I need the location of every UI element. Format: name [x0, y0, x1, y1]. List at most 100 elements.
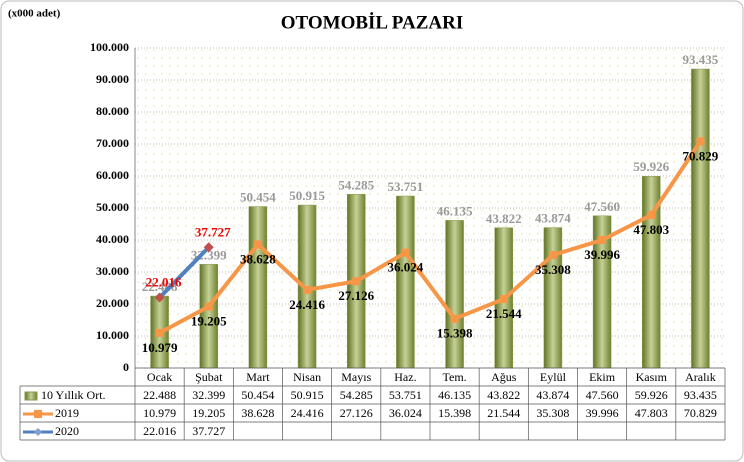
- x-tick-label: Kasım: [636, 370, 668, 384]
- x-tick-label: Mart: [246, 370, 270, 384]
- y-tick-label: 60.000: [96, 168, 129, 182]
- y-tick-label: 30.000: [96, 264, 129, 278]
- table-cell: 50.915: [291, 388, 324, 402]
- marker: [548, 251, 557, 260]
- y-tick-label: 20.000: [96, 296, 129, 310]
- bar-value-label: 47.560: [584, 199, 620, 214]
- table-cell: 47.803: [635, 406, 668, 420]
- x-tick-label: Aralık: [685, 370, 716, 384]
- bar: [248, 206, 268, 369]
- line-value-label: 39.996: [584, 247, 620, 262]
- table-cell: 24.416: [291, 406, 324, 420]
- bar-value-label: 93.435: [683, 52, 719, 67]
- y-tick-label: 70.000: [96, 136, 129, 150]
- line: [158, 245, 211, 299]
- x-tick-label: Şubat: [195, 370, 223, 384]
- chart-title: OTOMOBİL PAZARI: [281, 12, 463, 33]
- table-cell: 39.996: [586, 406, 619, 420]
- y-tick-label: 40.000: [96, 232, 129, 246]
- line-value-label: 35.308: [535, 262, 571, 277]
- table-cell: 43.874: [536, 388, 569, 402]
- table-cell: 46.135: [438, 388, 471, 402]
- table-cell: 53.751: [389, 388, 422, 402]
- legend-swatch: [34, 428, 42, 436]
- line-value-label: 70.829: [683, 148, 719, 163]
- table-cell: 27.126: [340, 406, 373, 420]
- marker: [696, 137, 705, 146]
- bar: [691, 68, 710, 369]
- bar-value-label: 50.915: [289, 188, 325, 203]
- bar-value-label: 43.822: [486, 211, 522, 226]
- table-cell: 22.488: [143, 388, 176, 402]
- legend-swatch: [24, 391, 38, 401]
- legend-label: 2020: [55, 424, 79, 438]
- line-value-label: 19.205: [191, 314, 227, 329]
- bar-value-label: 43.874: [535, 211, 571, 226]
- table-cell: 19.205: [192, 406, 225, 420]
- x-tick-label: Haz.: [394, 370, 416, 384]
- line-value-label: 38.628: [240, 251, 276, 266]
- bar: [396, 195, 415, 369]
- table-cell: 50.454: [241, 388, 274, 402]
- x-tick-label: Ekim: [589, 370, 616, 384]
- table-cell: 15.398: [438, 406, 471, 420]
- table-cell: 32.399: [192, 388, 225, 402]
- x-tick-label: Mayıs: [341, 370, 371, 384]
- y-tick-label: 10.000: [96, 328, 129, 342]
- bar: [543, 227, 563, 369]
- x-tick-label: Ağus: [491, 370, 517, 384]
- marker: [154, 292, 165, 303]
- marker: [253, 240, 262, 249]
- table-cell: 47.560: [586, 388, 619, 402]
- table-cell: 38.628: [241, 406, 274, 420]
- y-tick-label: 100.000: [90, 40, 129, 54]
- line-value-label: 10.979: [142, 340, 178, 355]
- y-tick-label: 80.000: [96, 104, 129, 118]
- table-cell: 37.727: [192, 424, 225, 438]
- marker: [203, 242, 214, 253]
- line-value-label: 15.398: [437, 326, 473, 341]
- line-value-label: 37.727: [195, 224, 231, 239]
- y-tick-label: 90.000: [96, 72, 129, 86]
- table-cell: 10.979: [143, 406, 176, 420]
- line: [158, 140, 703, 335]
- marker: [352, 277, 361, 286]
- table-cell: 54.285: [340, 388, 373, 402]
- bar-value-label: 50.454: [240, 190, 276, 205]
- legend-swatch: [34, 410, 42, 418]
- table-cell: 70.829: [684, 406, 717, 420]
- bar-value-label: 46.135: [437, 203, 473, 218]
- table-cell: 59.926: [635, 388, 668, 402]
- table-cell: 22.016: [143, 424, 176, 438]
- line-value-label: 27.126: [338, 288, 374, 303]
- table-cell: 93.435: [684, 388, 717, 402]
- bar-value-label: 59.926: [633, 159, 669, 174]
- table-cell: 43.822: [487, 388, 520, 402]
- x-tick-label: Nisan: [293, 370, 321, 384]
- bar: [445, 220, 464, 369]
- marker: [647, 211, 656, 220]
- table-cell: 35.308: [536, 406, 569, 420]
- line-value-label: 22.016: [146, 275, 182, 290]
- marker: [401, 248, 410, 257]
- x-tick-label: Eylül: [540, 370, 567, 384]
- line-value-label: 21.544: [486, 306, 522, 321]
- line-value-label: 47.803: [633, 222, 669, 237]
- bar-value-label: 53.751: [388, 179, 424, 194]
- marker: [450, 314, 459, 323]
- bar-value-label: 54.285: [338, 177, 374, 192]
- marker: [155, 328, 164, 337]
- line-value-label: 24.416: [289, 297, 325, 312]
- line-value-label: 36.024: [388, 260, 424, 275]
- x-tick-label: Tem.: [443, 370, 467, 384]
- y-tick-label: 0: [123, 360, 129, 374]
- y-tick-label: 50.000: [96, 200, 129, 214]
- marker: [204, 302, 213, 311]
- legend-label: 10 Yıllık Ort.: [41, 388, 106, 402]
- table-cell: 21.544: [487, 406, 520, 420]
- marker: [303, 285, 312, 294]
- legend-label: 2019: [55, 406, 79, 420]
- table-cell: 36.024: [389, 406, 422, 420]
- marker: [598, 236, 607, 245]
